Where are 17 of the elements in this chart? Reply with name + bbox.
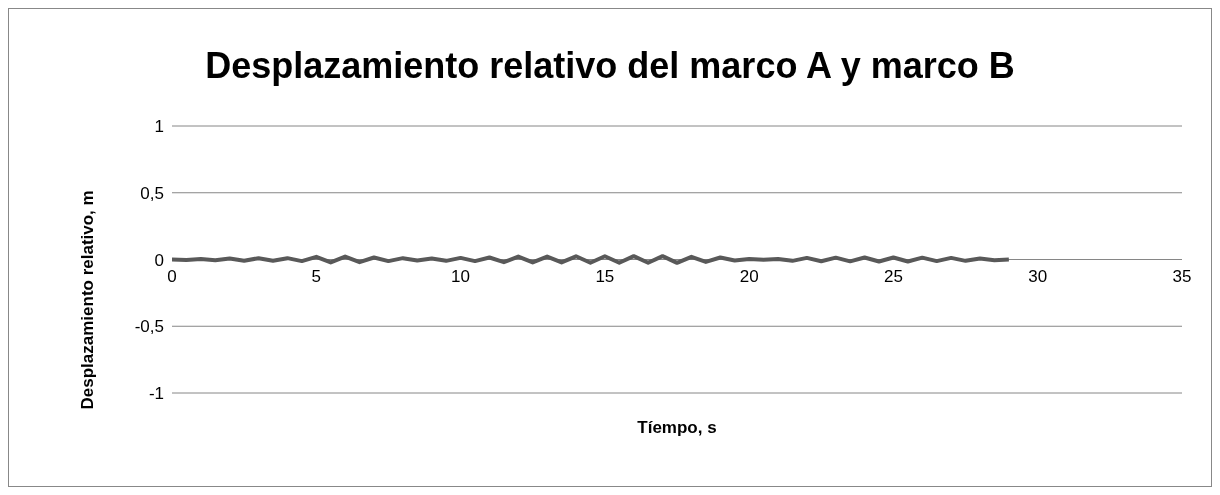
line-series (172, 254, 1011, 265)
x-tick-label: 10 (451, 266, 471, 286)
y-tick-label: -0,5 (134, 317, 164, 337)
x-axis-title: Tíempo, s (637, 418, 717, 437)
x-tick-label: 5 (311, 266, 322, 286)
x-tick-label: 30 (1028, 266, 1048, 286)
x-tick-label: 0 (167, 266, 177, 286)
x-tick-label: 25 (883, 266, 903, 286)
y-tick-label: 0 (154, 250, 164, 270)
y-tick-label: 0,5 (140, 183, 164, 203)
x-tick-label: 20 (739, 266, 759, 286)
chart-title: Desplazamiento relativo del marco A y marco B (204, 45, 1016, 87)
y-tick-label: 1 (154, 117, 164, 137)
y-tick-label: -1 (148, 384, 164, 404)
x-tick-label: 35 (1172, 266, 1192, 286)
x-tick-label: 15 (595, 266, 615, 286)
y-axis-title: Desplazamiento relativo, m (78, 190, 98, 410)
